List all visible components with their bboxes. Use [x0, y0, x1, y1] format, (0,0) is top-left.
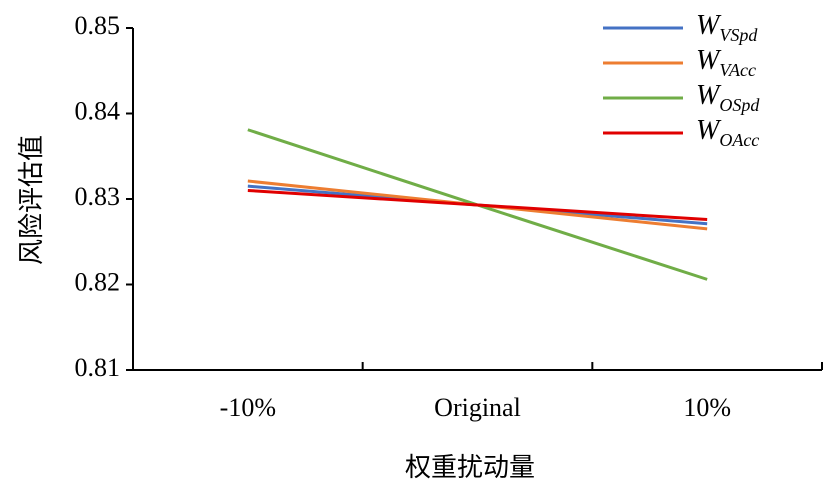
- legend-label: WVAcc: [696, 45, 756, 80]
- x-tick-label: -10%: [220, 393, 276, 422]
- x-tick-label: Original: [434, 393, 521, 422]
- y-tick-label: 0.82: [75, 267, 121, 296]
- legend-label: WVSpd: [696, 10, 758, 45]
- y-tick-label: 0.85: [75, 11, 121, 40]
- legend-label: WOAcc: [696, 115, 759, 150]
- x-axis-label: 权重扰动量: [405, 453, 535, 482]
- x-tick-label: 10%: [683, 393, 731, 422]
- y-tick-label: 0.84: [75, 96, 121, 125]
- legend-label: WOSpd: [696, 80, 760, 115]
- y-axis-label: 风险评估值: [17, 135, 46, 265]
- y-tick-label: 0.83: [75, 182, 121, 211]
- series-line: [247, 188, 708, 222]
- y-tick-label: 0.81: [75, 353, 121, 382]
